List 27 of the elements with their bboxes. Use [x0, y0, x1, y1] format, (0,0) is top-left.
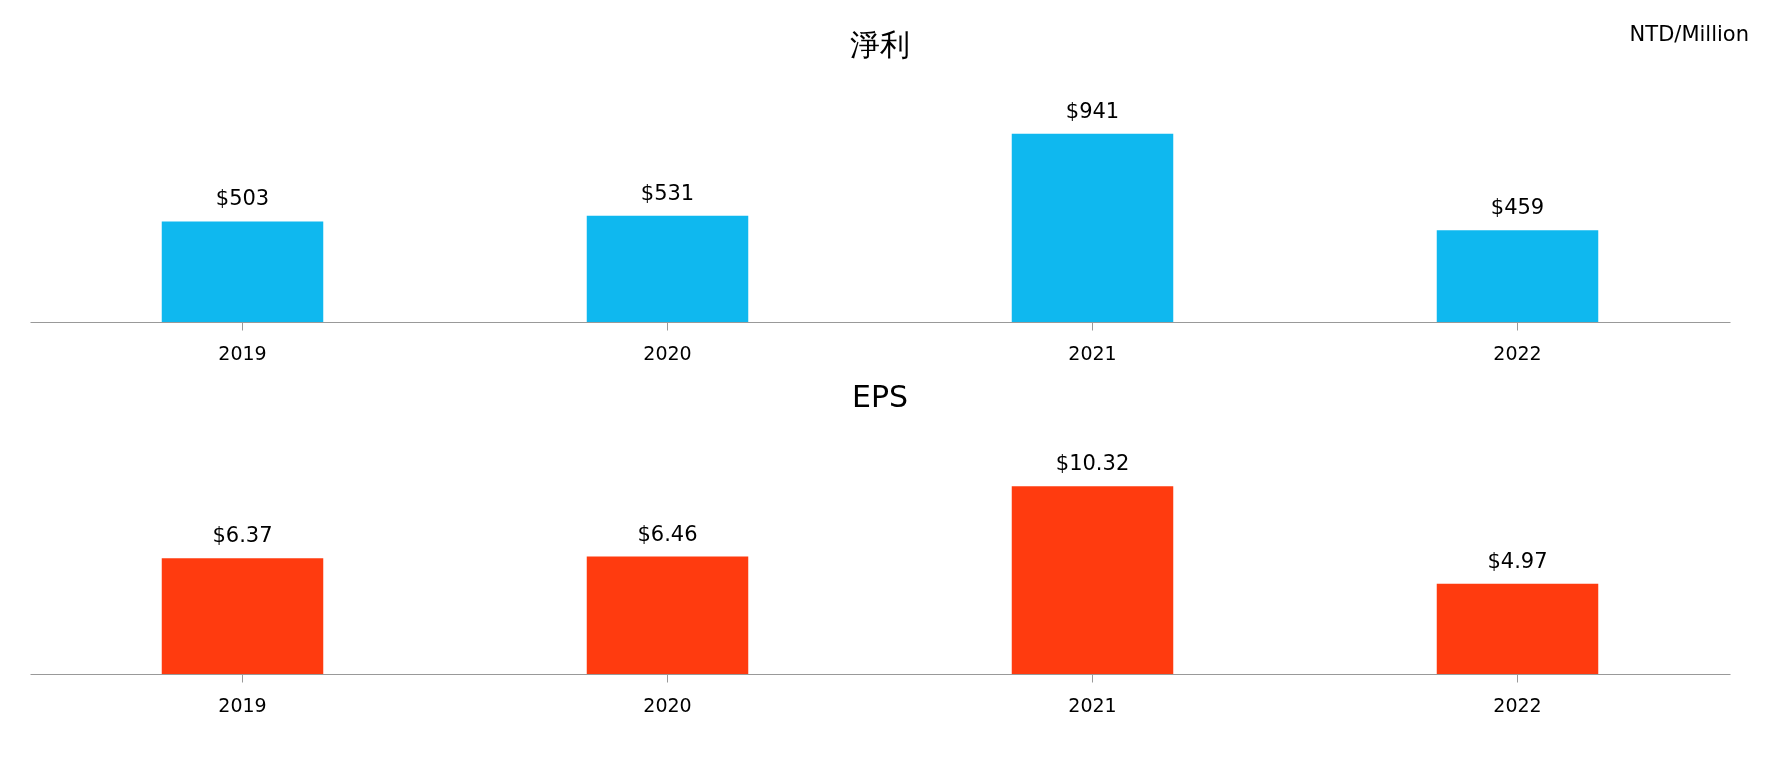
- chart-title: EPS: [851, 379, 909, 415]
- data-label: $4.97: [1487, 548, 1548, 573]
- data-label: $531: [640, 180, 695, 205]
- x-tick-label: 2019: [218, 693, 267, 716]
- bar: [1011, 486, 1174, 674]
- bar: [586, 215, 749, 322]
- bar: [586, 556, 749, 674]
- bar: [161, 558, 324, 674]
- data-label: $6.46: [637, 521, 698, 546]
- data-label: $941: [1065, 98, 1120, 123]
- bar: [1011, 133, 1174, 322]
- bar: [1436, 230, 1599, 322]
- data-label: $503: [215, 186, 270, 211]
- data-label: $6.37: [212, 523, 273, 548]
- x-tick-label: 2022: [1493, 341, 1542, 364]
- bar: [1436, 583, 1599, 674]
- data-label: $10.32: [1055, 451, 1130, 476]
- x-tick-label: 2020: [643, 341, 692, 364]
- text: NTD/Million: [1629, 22, 1749, 46]
- bar: [161, 221, 324, 322]
- chart-title: 淨利: [850, 26, 910, 62]
- x-tick-label: 2021: [1068, 341, 1117, 364]
- x-tick-label: 2021: [1068, 693, 1117, 716]
- x-tick-label: 2022: [1493, 693, 1542, 716]
- data-label: $459: [1490, 195, 1545, 220]
- x-tick-label: 2019: [218, 341, 267, 364]
- x-tick-label: 2020: [643, 693, 692, 716]
